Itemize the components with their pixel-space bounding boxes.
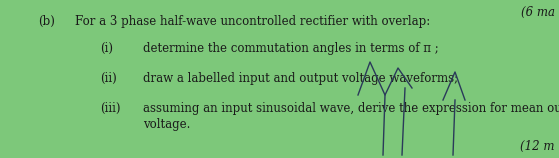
Text: determine the commutation angles in terms of π ;: determine the commutation angles in term…	[143, 42, 439, 55]
Text: voltage.: voltage.	[143, 118, 191, 131]
Text: (12 m: (12 m	[520, 140, 555, 153]
Text: (iii): (iii)	[100, 102, 121, 115]
Text: (6 ma: (6 ma	[521, 6, 555, 19]
Text: (ii): (ii)	[100, 72, 117, 85]
Text: (i): (i)	[100, 42, 113, 55]
Text: draw a labelled input and output voltage waveforms;: draw a labelled input and output voltage…	[143, 72, 458, 85]
Text: assuming an input sinusoidal wave, derive the expression for mean output: assuming an input sinusoidal wave, deriv…	[143, 102, 559, 115]
Text: (b): (b)	[38, 15, 55, 28]
Text: For a 3 phase half-wave uncontrolled rectifier with overlap:: For a 3 phase half-wave uncontrolled rec…	[75, 15, 430, 28]
